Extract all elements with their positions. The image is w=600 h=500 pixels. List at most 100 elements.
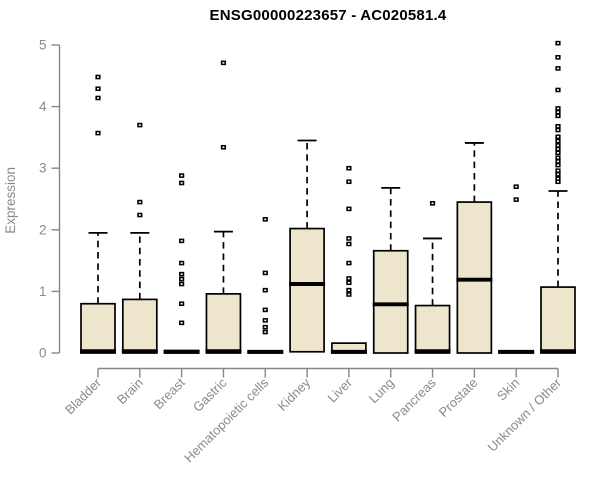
iqr-box [372, 249, 409, 354]
outlier-pinhole [264, 309, 267, 311]
x-tick-label-skin: Skin [494, 375, 522, 403]
x-tick-label-gastric: Gastric [190, 375, 230, 415]
outlier-point [555, 155, 561, 161]
outlier-point [95, 74, 101, 80]
outlier-pinhole [557, 164, 559, 166]
outlier-pinhole [557, 129, 559, 131]
outlier-pinhole [347, 180, 350, 183]
outlier-pinhole [557, 173, 559, 176]
outlier-point [555, 168, 561, 173]
outlier-pinhole [557, 111, 559, 113]
outlier-point [220, 144, 227, 150]
outlier-pinhole [180, 322, 183, 324]
y-tick-label: 1 [39, 284, 47, 299]
outlier-pinhole [180, 174, 183, 177]
x-tick-label-breast: Breast [151, 375, 188, 412]
outlier-point [179, 260, 185, 266]
outlier-point [262, 217, 268, 222]
outlier-pinhole [515, 185, 518, 188]
outlier-pinhole [557, 125, 559, 128]
outlier-pinhole [557, 67, 559, 70]
chart-title: ENSG00000223657 - AC020581.4 [209, 7, 447, 24]
outlier-point [429, 201, 436, 206]
outlier-pinhole [264, 289, 267, 291]
outlier-point [179, 276, 185, 282]
outlier-point [137, 199, 143, 205]
outlier-point [555, 87, 561, 93]
iqr-box [456, 201, 493, 354]
outlier-point [95, 86, 101, 92]
y-axis: 0 1 2 3 4 5 [39, 38, 61, 361]
outlier-point [555, 55, 561, 60]
outlier-point [346, 241, 352, 247]
x-tick-label-pancreas: Pancreas [389, 375, 439, 425]
outlier-point [346, 179, 352, 185]
outlier-pinhole [180, 240, 183, 242]
outlier-pinhole [264, 272, 267, 274]
outlier-pinhole [264, 319, 267, 322]
outlier-point [346, 287, 352, 293]
outlier-point [555, 109, 561, 115]
boxplot-breast [163, 173, 200, 354]
outlier-pinhole [347, 289, 350, 291]
outlier-point [262, 324, 268, 330]
boxplot-hematopoietic-cells [247, 217, 284, 354]
outlier-point [179, 320, 185, 326]
outlier-point [555, 106, 561, 111]
outlier-point [555, 113, 561, 119]
outlier-pinhole [264, 218, 267, 221]
outlier-point [513, 197, 519, 202]
outlier-pinhole [557, 115, 559, 117]
outlier-pinhole [557, 156, 559, 159]
outlier-point [179, 301, 185, 307]
outlier-pinhole [264, 331, 267, 333]
outlier-pinhole [180, 273, 183, 275]
boxplot-brain [121, 122, 158, 354]
boxplot-pancreas [414, 201, 451, 354]
outlier-pinhole [557, 152, 559, 154]
outlier-pinhole [180, 262, 183, 264]
outlier-point [262, 318, 268, 323]
outlier-pinhole [138, 214, 141, 216]
iqr-box [80, 302, 116, 354]
outlier-pinhole [515, 198, 518, 201]
outlier-point [220, 60, 227, 66]
iqr-box [205, 293, 242, 354]
outlier-pinhole [138, 201, 141, 203]
outlier-pinhole [222, 146, 225, 149]
outlier-point [262, 329, 268, 335]
outlier-pinhole [557, 180, 559, 183]
outlier-pinhole [557, 89, 559, 91]
outlier-pinhole [347, 262, 350, 264]
outlier-pinhole [180, 278, 183, 280]
outlier-point [346, 292, 352, 297]
x-tick-label-liver: Liver [324, 375, 355, 406]
outlier-point [95, 130, 101, 136]
x-tick-label-kidney: Kidney [274, 375, 313, 414]
outlier-pinhole [222, 62, 225, 64]
outlier-pinhole [431, 202, 434, 205]
outlier-pinhole [97, 132, 99, 134]
outlier-pinhole [97, 97, 99, 99]
boxplot-lung [372, 187, 409, 354]
outlier-pinhole [557, 56, 559, 59]
outlier-pinhole [180, 283, 183, 285]
outlier-pinhole [557, 140, 559, 142]
outlier-point [555, 138, 561, 144]
outlier-point [179, 180, 185, 186]
outlier-point [262, 307, 268, 313]
y-tick-label: 2 [39, 222, 47, 237]
x-tick-label-brain: Brain [114, 375, 146, 407]
outlier-point [346, 276, 352, 281]
outlier-point [555, 127, 561, 133]
outlier-pinhole [347, 281, 350, 284]
outlier-point [555, 134, 561, 140]
outlier-pinhole [557, 160, 559, 163]
outlier-point [513, 184, 519, 189]
y-tick-label: 5 [39, 38, 47, 53]
iqr-box [414, 304, 451, 354]
outlier-pinhole [97, 76, 99, 78]
outlier-point [555, 124, 561, 129]
outlier-point [555, 146, 561, 152]
